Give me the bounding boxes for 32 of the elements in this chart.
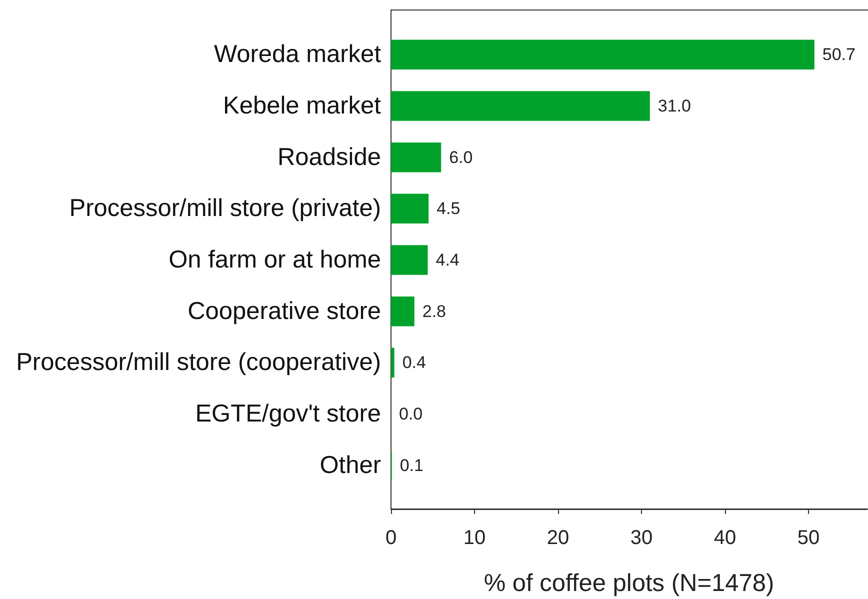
- y-tick-label: EGTE/gov't store: [195, 400, 381, 428]
- y-tick-label: Processor/mill store (cooperative): [16, 349, 381, 376]
- data-label: 50.7: [822, 45, 856, 64]
- bar: [391, 348, 394, 378]
- y-tick-label: Other: [320, 452, 381, 479]
- y-tick-label: On farm or at home: [168, 246, 381, 274]
- y-tick-label: Kebele market: [223, 92, 382, 120]
- y-tick-label: Processor/mill store (private): [69, 195, 381, 222]
- data-label: 4.4: [436, 250, 460, 270]
- bar: [391, 91, 650, 121]
- data-label: 0.1: [400, 456, 424, 475]
- bar: [391, 194, 429, 224]
- bar: [391, 40, 814, 70]
- bar: [391, 296, 414, 326]
- data-label: 6.0: [449, 148, 473, 167]
- data-label: 0.4: [402, 353, 426, 372]
- x-tick-label: 50: [797, 527, 820, 549]
- x-axis-title: % of coffee plots (N=1478): [484, 570, 774, 597]
- bar: [391, 142, 442, 172]
- x-tick-label: 20: [546, 527, 570, 549]
- x-tick-label: 0: [385, 527, 397, 549]
- x-tick-label: 40: [714, 527, 736, 549]
- x-tick-label: 10: [463, 527, 486, 549]
- data-label: 0.0: [399, 404, 423, 424]
- data-label: 4.5: [436, 199, 460, 218]
- y-tick-label: Roadside: [277, 144, 381, 171]
- x-tick-label: 30: [630, 527, 653, 549]
- data-label: 2.8: [422, 302, 446, 321]
- y-tick-label: Cooperative store: [188, 298, 381, 325]
- y-tick-label: Woreda market: [214, 41, 382, 68]
- bar: [391, 245, 428, 275]
- data-label: 31.0: [658, 96, 691, 116]
